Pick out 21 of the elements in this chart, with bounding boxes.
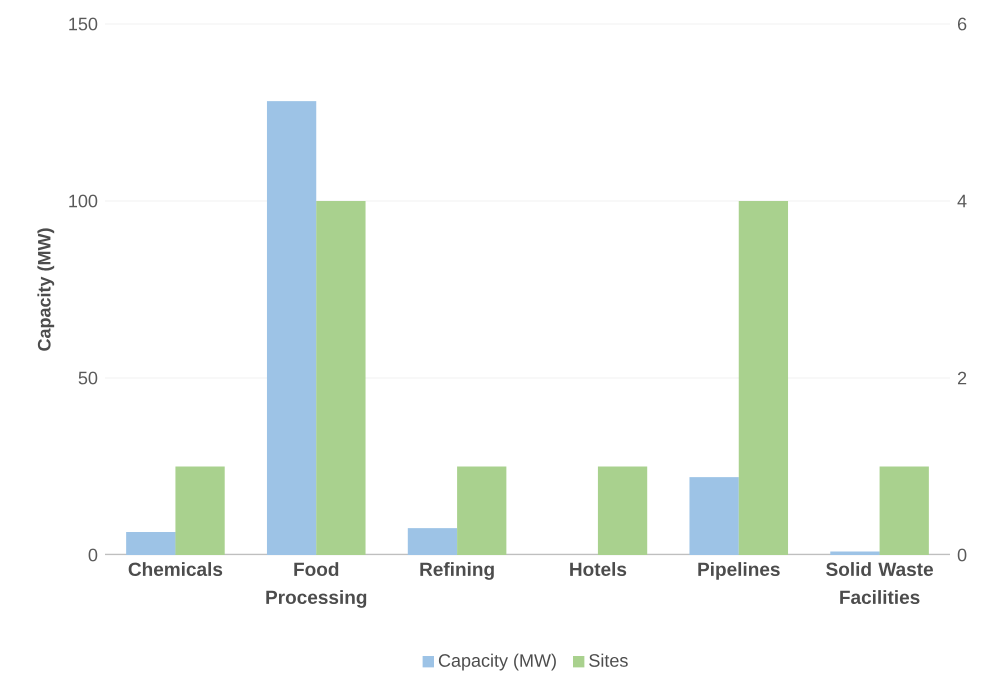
y2-tick-label: 4 bbox=[957, 194, 967, 208]
x-tick-label: Chemicals bbox=[128, 562, 222, 576]
bar bbox=[689, 477, 739, 556]
y-tick-label: 0 bbox=[88, 548, 98, 562]
legend-label: Capacity (MW) bbox=[438, 654, 556, 670]
y2-tick-label: 6 bbox=[958, 18, 966, 30]
x-tick-label: Solid Waste Facilities bbox=[826, 562, 933, 604]
y-tick-label: 50 bbox=[78, 372, 98, 384]
bar bbox=[830, 551, 880, 556]
y2-tick-label: 0 bbox=[958, 548, 966, 562]
y2-tick-label: 2 bbox=[958, 372, 966, 384]
y-axis-title: Capacity (MW) bbox=[37, 228, 54, 351]
bar bbox=[408, 528, 458, 556]
x-tick-label: Hotels bbox=[570, 562, 626, 576]
x-tick-label: Refining bbox=[420, 562, 494, 580]
bar bbox=[126, 532, 176, 556]
y-tick-label: 100 bbox=[69, 194, 98, 208]
x-tick-label: Food Processing bbox=[266, 562, 366, 608]
y-tick-label: 150 bbox=[69, 18, 98, 30]
legend-label: Sites bbox=[589, 654, 628, 667]
x-tick-label: Pipelines bbox=[698, 562, 780, 580]
